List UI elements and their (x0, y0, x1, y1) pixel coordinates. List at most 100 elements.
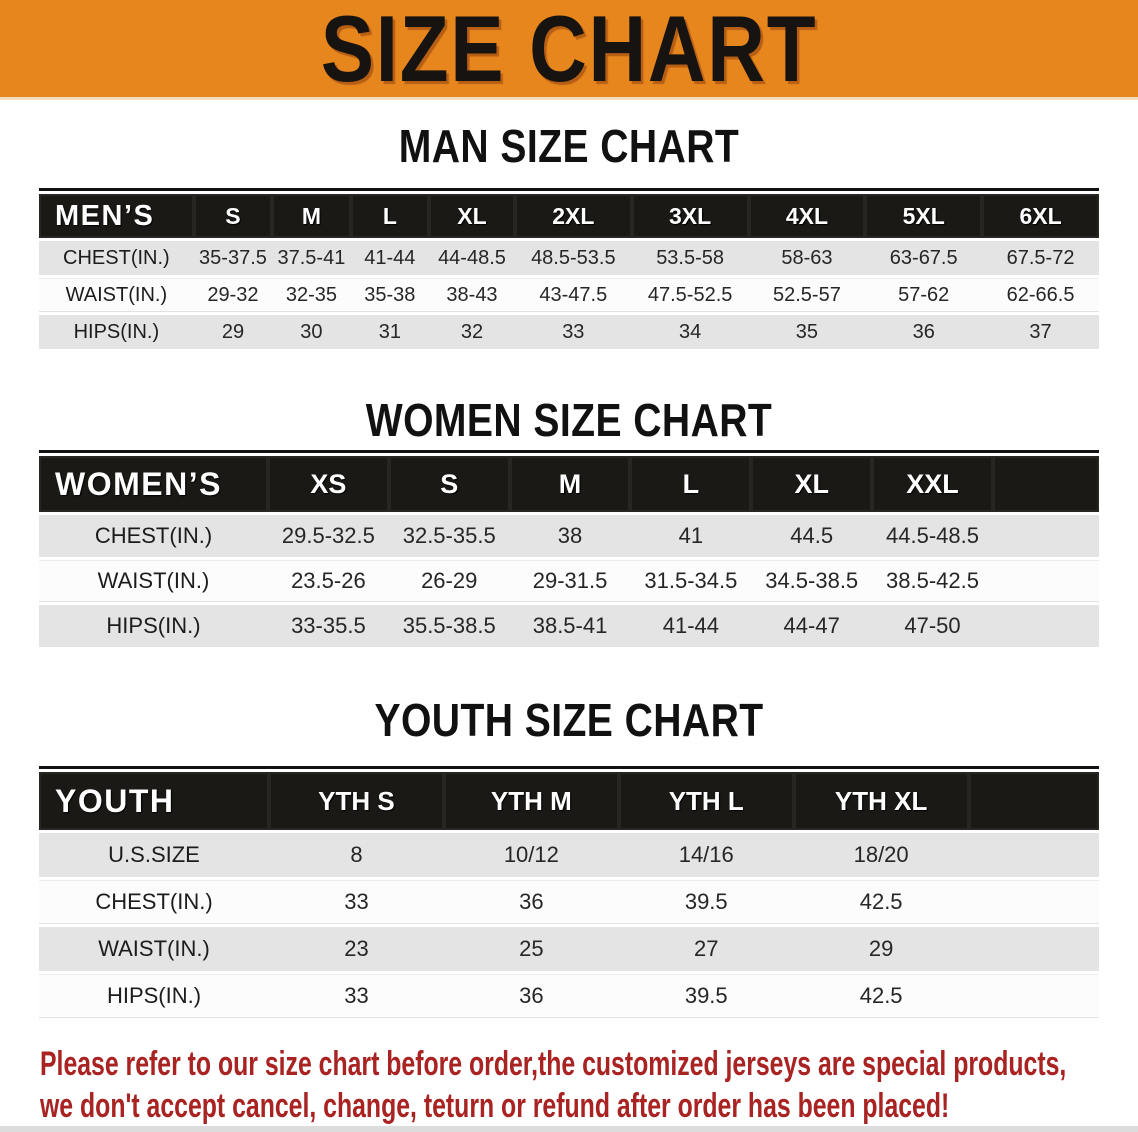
size-column-header: YTH M (443, 772, 619, 830)
size-value: 44.5-48.5 (872, 515, 993, 557)
spacer-cell (992, 560, 1099, 602)
size-value: 26-29 (388, 560, 510, 602)
table-row: CHEST(IN.) 29.5-32.5 32.5-35.5 38 41 44.5 44.5… (39, 515, 1099, 557)
size-column-header: S (193, 194, 273, 238)
size-column-header: XXL (872, 456, 993, 512)
table-row: CHEST(IN.) 35-37.5 37.5-41 41-44 44-48.5 48.5… (39, 241, 1099, 275)
size-value: 37 (982, 315, 1099, 349)
section-youth-size-chart: YOUTH SIZE CHART YOUTH YTH S YTH M YTH L YTH … (0, 696, 1138, 1021)
size-value: 29-32 (193, 278, 273, 312)
size-value: 30 (272, 315, 351, 349)
table-header-row: WOMEN’S XS S M L XL XXL (39, 456, 1099, 512)
spacer-cell (992, 515, 1099, 557)
table-row: WAIST(IN.) 29-32 32-35 35-38 38-43 43-47.5 47.… (39, 278, 1099, 312)
size-value: 39.5 (618, 880, 794, 924)
size-value: 23.5-26 (267, 560, 389, 602)
size-value: 62-66.5 (982, 278, 1099, 312)
row-label: WAIST(IN.) (39, 927, 270, 971)
section-heading: YOUTH SIZE CHART (374, 694, 764, 746)
table-header-row: MEN’S S M L XL 2XL 3XL 4XL 5XL 6XL (39, 194, 1099, 238)
size-column-header: L (350, 194, 430, 238)
section-heading: MAN SIZE CHART (398, 120, 740, 172)
size-value: 38.5-42.5 (872, 560, 993, 602)
spacer-cell (968, 880, 1099, 924)
size-value: 39.5 (618, 974, 794, 1018)
row-label: CHEST(IN.) (39, 515, 268, 557)
size-value: 47.5-52.5 (631, 278, 749, 312)
women-s-size-table: WOMEN’S XS S M L XL XXL CHEST(IN.) 29.5-32.5 32.5… (39, 450, 1099, 650)
size-value: 38 (509, 515, 631, 557)
spacer-cell (968, 833, 1099, 877)
size-value: 10/12 (443, 833, 619, 877)
size-value: 44-48.5 (429, 241, 515, 275)
size-value: 36 (443, 974, 619, 1018)
size-value: 33 (514, 315, 632, 349)
size-column-header: YTH XL (793, 772, 969, 830)
banner-title: SIZE CHART (320, 0, 818, 101)
size-value: 25 (443, 927, 619, 971)
size-value: 38-43 (429, 278, 515, 312)
size-value: 34.5-38.5 (751, 560, 873, 602)
size-column-header: M (509, 456, 631, 512)
size-column-header: 3XL (631, 194, 749, 238)
row-label: HIPS(IN.) (39, 974, 270, 1018)
size-value: 41-44 (350, 241, 430, 275)
size-chart-banner: SIZE CHART (0, 0, 1138, 100)
size-value: 58-63 (748, 241, 866, 275)
size-value: 44.5 (751, 515, 873, 557)
size-value: 53.5-58 (631, 241, 749, 275)
size-column-header: XS (267, 456, 389, 512)
size-value: 57-62 (865, 278, 983, 312)
size-value: 35-38 (350, 278, 430, 312)
section-man-size-chart: MAN SIZE CHART MEN’S S M L XL 2XL 3XL 4XL 5XL 6XL C… (0, 122, 1138, 352)
size-value: 32.5-35.5 (388, 515, 510, 557)
size-value: 42.5 (793, 880, 969, 924)
section-heading: WOMEN SIZE CHART (365, 394, 773, 446)
table-row: U.S.SIZE 8 10/12 14/16 18/20 (39, 833, 1099, 877)
table-row: CHEST(IN.) 33 36 39.5 42.5 (39, 880, 1099, 924)
size-value: 63-67.5 (865, 241, 983, 275)
table-row: WAIST(IN.) 23.5-26 26-29 29-31.5 31.5-34.5 34… (39, 560, 1099, 602)
size-value: 41 (630, 515, 752, 557)
row-label: WAIST(IN.) (39, 278, 194, 312)
size-value: 36 (443, 880, 619, 924)
size-value: 33-35.5 (267, 605, 389, 647)
size-value: 29 (793, 927, 969, 971)
size-column-header: 4XL (748, 194, 866, 238)
size-column-header: L (630, 456, 752, 512)
size-value: 27 (618, 927, 794, 971)
size-value: 44-47 (751, 605, 873, 647)
youth-size-table: YOUTH YTH S YTH M YTH L YTH XL U.S.SIZE 8 10/12… (39, 766, 1099, 1021)
row-label: HIPS(IN.) (39, 315, 194, 349)
spacer-cell (992, 605, 1099, 647)
size-value: 8 (269, 833, 444, 877)
disclaimer-note: Please refer to our size chart before or… (0, 1043, 1138, 1127)
spacer-cell (968, 772, 1099, 830)
size-value: 41-44 (630, 605, 752, 647)
spacer-cell (968, 974, 1099, 1018)
table-header-row: YOUTH YTH S YTH M YTH L YTH XL (39, 772, 1099, 830)
size-value: 32-35 (272, 278, 351, 312)
size-value: 29.5-32.5 (267, 515, 389, 557)
size-column-header: XL (429, 194, 515, 238)
size-value: 32 (429, 315, 515, 349)
size-value: 52.5-57 (748, 278, 866, 312)
table-row: HIPS(IN.) 33-35.5 35.5-38.5 38.5-41 41-44 44-… (39, 605, 1099, 647)
size-value: 47-50 (872, 605, 993, 647)
table-group-label: WOMEN’S (39, 456, 268, 512)
row-label: CHEST(IN.) (39, 880, 270, 924)
size-value: 35.5-38.5 (388, 605, 510, 647)
bottom-edge-strip (0, 1126, 1138, 1132)
size-value: 31.5-34.5 (630, 560, 752, 602)
men-s-size-table: MEN’S S M L XL 2XL 3XL 4XL 5XL 6XL CHEST(IN.) 35-37… (39, 188, 1099, 352)
size-value: 31 (350, 315, 430, 349)
size-value: 14/16 (618, 833, 794, 877)
table-row: HIPS(IN.) 33 36 39.5 42.5 (39, 974, 1099, 1018)
size-value: 42.5 (793, 974, 969, 1018)
table-group-label: MEN’S (39, 194, 194, 238)
table-group-label: YOUTH (39, 772, 270, 830)
row-label: CHEST(IN.) (39, 241, 194, 275)
row-label: WAIST(IN.) (39, 560, 268, 602)
size-value: 37.5-41 (272, 241, 351, 275)
table-row: HIPS(IN.) 29 30 31 32 33 34 35 36 37 (39, 315, 1099, 349)
